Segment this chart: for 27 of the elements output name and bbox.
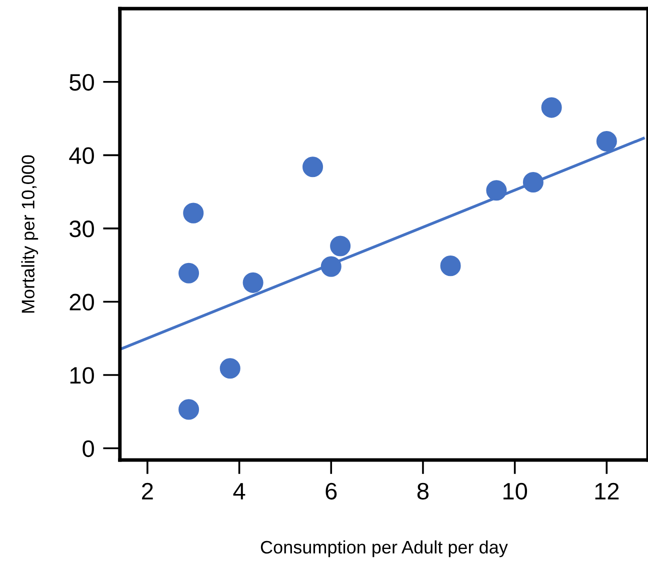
- point: [596, 130, 617, 152]
- point: [178, 399, 200, 420]
- point: [183, 202, 204, 224]
- y-axis-title: Mortality per 10,000: [21, 155, 38, 313]
- point: [320, 256, 342, 277]
- point: [486, 180, 507, 201]
- x-axis-title: Consumption per Adult per day: [260, 540, 508, 558]
- x-tick-label: 6: [326, 482, 337, 500]
- x-tick-label: 2: [142, 482, 153, 500]
- point: [242, 272, 264, 293]
- y-tick-label: 10: [70, 367, 94, 384]
- point: [220, 358, 240, 379]
- y-tick-label: 50: [70, 74, 94, 91]
- y-tick-label: 30: [70, 220, 94, 238]
- x-tick-label: 4: [233, 483, 246, 500]
- x-tick-label: 10: [503, 482, 528, 500]
- point: [541, 97, 562, 118]
- x-tick-label: 12: [595, 482, 619, 500]
- point: [522, 172, 544, 193]
- y-tick-label: 20: [70, 294, 94, 311]
- point: [178, 262, 200, 284]
- point: [330, 236, 351, 256]
- point: [302, 156, 324, 178]
- y-tick-label: 40: [69, 147, 94, 164]
- point: [440, 256, 461, 276]
- x-tick-label: 8: [417, 482, 429, 500]
- y-tick-label: 0: [82, 440, 94, 458]
